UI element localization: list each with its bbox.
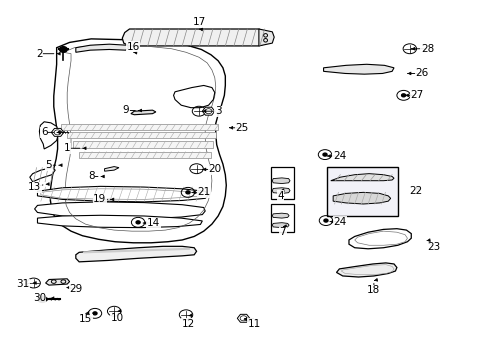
Circle shape (60, 47, 67, 52)
Text: 5: 5 (45, 160, 52, 170)
Text: 24: 24 (332, 151, 346, 161)
Text: 14: 14 (146, 218, 160, 228)
Polygon shape (323, 64, 393, 74)
Polygon shape (67, 132, 215, 138)
Polygon shape (348, 229, 410, 249)
Polygon shape (38, 215, 202, 228)
Text: 9: 9 (122, 105, 129, 116)
Text: 8: 8 (88, 171, 94, 181)
Text: 10: 10 (111, 313, 124, 323)
Text: 21: 21 (197, 187, 210, 197)
Text: 28: 28 (420, 44, 433, 54)
Polygon shape (76, 44, 128, 52)
Circle shape (93, 312, 97, 315)
Text: 7: 7 (279, 227, 285, 237)
Text: 20: 20 (208, 165, 221, 174)
Text: 29: 29 (69, 284, 82, 294)
Text: 22: 22 (408, 186, 422, 196)
Polygon shape (272, 223, 288, 228)
Text: 2: 2 (36, 49, 42, 59)
Circle shape (323, 153, 326, 156)
Bar (271, 204, 294, 232)
Text: 3: 3 (214, 106, 221, 116)
Text: 18: 18 (366, 285, 380, 295)
Polygon shape (330, 174, 393, 181)
Polygon shape (131, 110, 156, 115)
Circle shape (136, 221, 140, 224)
Polygon shape (40, 122, 59, 149)
Bar (326, 167, 397, 216)
Circle shape (401, 94, 405, 97)
Text: 16: 16 (126, 42, 140, 51)
Polygon shape (122, 29, 267, 46)
Bar (271, 167, 294, 199)
Text: 6: 6 (41, 127, 47, 138)
Polygon shape (272, 213, 288, 218)
Text: 31: 31 (17, 279, 30, 289)
Polygon shape (173, 85, 214, 108)
Polygon shape (50, 39, 226, 243)
Circle shape (185, 191, 189, 194)
Polygon shape (258, 29, 274, 46)
Polygon shape (104, 167, 119, 171)
Text: 17: 17 (192, 17, 205, 27)
Circle shape (38, 296, 46, 302)
Polygon shape (272, 188, 289, 193)
Circle shape (323, 219, 327, 222)
Polygon shape (30, 168, 55, 182)
Text: 1: 1 (64, 143, 70, 153)
Text: 26: 26 (414, 68, 427, 78)
Text: 23: 23 (427, 242, 440, 252)
Polygon shape (336, 263, 396, 277)
Polygon shape (79, 152, 210, 158)
Polygon shape (61, 124, 218, 130)
Polygon shape (51, 129, 64, 136)
Text: 30: 30 (33, 293, 46, 303)
Polygon shape (45, 279, 69, 285)
Text: 12: 12 (182, 319, 195, 329)
Polygon shape (237, 314, 249, 322)
Polygon shape (73, 141, 213, 148)
Polygon shape (272, 178, 289, 184)
Polygon shape (38, 186, 208, 202)
Polygon shape (202, 107, 214, 115)
Polygon shape (35, 202, 205, 219)
Polygon shape (332, 192, 390, 204)
Text: 25: 25 (235, 123, 248, 133)
Text: 11: 11 (247, 319, 260, 329)
Polygon shape (76, 246, 196, 262)
Text: 24: 24 (333, 217, 346, 227)
Text: 27: 27 (409, 90, 423, 100)
Text: 4: 4 (277, 191, 283, 201)
Text: 15: 15 (79, 314, 92, 324)
Text: 19: 19 (93, 194, 106, 204)
Text: 13: 13 (28, 182, 41, 192)
